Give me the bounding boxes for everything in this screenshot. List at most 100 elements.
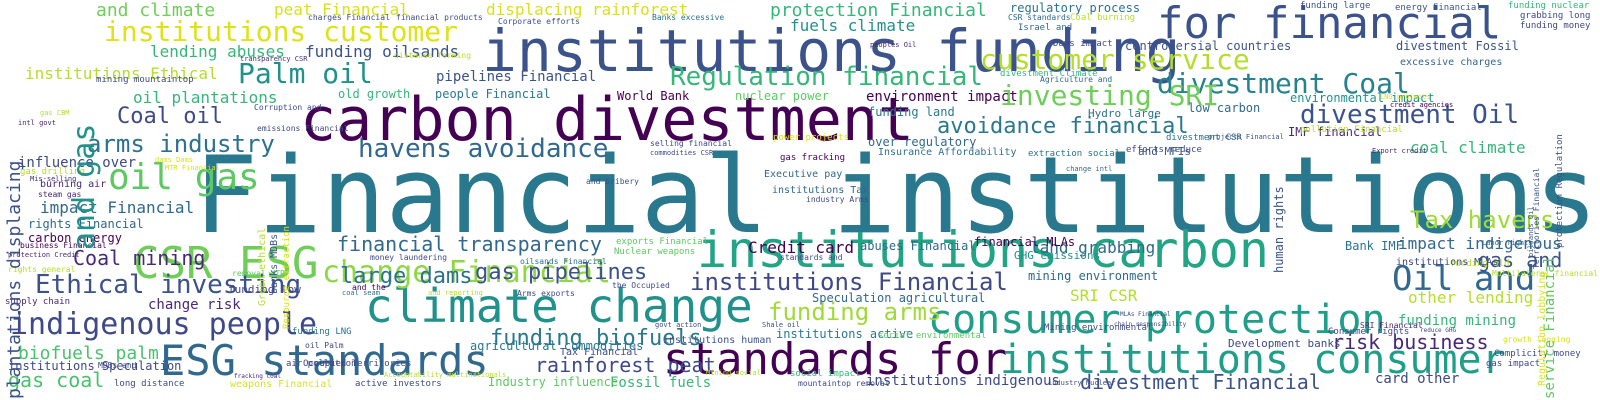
word-cloud-term: and climate [96,0,216,21]
word-cloud-term: gas and [1478,248,1563,272]
word-cloud-term: plantations displacing [4,160,25,399]
word-cloud-term: institutions Ethical [25,64,218,83]
word-cloud-term: funding large [1300,1,1371,11]
word-cloud-term: money laundering [370,253,448,262]
word-cloud-term: Complicity money [1494,349,1581,359]
word-cloud-term: the Occupied [612,281,670,290]
word-cloud-term: Fossil fuels [610,375,712,391]
word-cloud-term: indigenous people [10,307,318,342]
word-cloud-term: Oil and [1392,259,1536,299]
word-cloud-term: ESG standards [160,336,489,385]
word-cloud-term: abuses Financial [860,239,976,253]
word-cloud-term: mining environment [1028,269,1159,283]
word-cloud-term: and MFIs [1138,145,1191,158]
word-cloud-term: customer service [980,43,1250,76]
word-cloud-term: over regulatory [868,135,977,149]
word-cloud-term: Resource extraction [282,226,292,329]
word-cloud-term: and gas [67,124,102,251]
word-cloud-term: Credit card [748,238,854,257]
word-cloud-term: Corporate efforts [498,17,580,26]
word-cloud-term: avoidance financial [937,114,1189,139]
word-cloud-term: power projects [773,133,849,143]
word-cloud-term: rainforest peat [535,353,716,377]
word-cloud-term: impact Financial [40,198,195,217]
word-cloud-term: Accountability multinationals [384,371,507,379]
word-cloud-term: and the [352,283,386,292]
word-cloud-term: supply chain [5,297,71,307]
word-cloud-term: funding old [1450,259,1510,269]
word-cloud-term: gas pipelines [475,260,648,285]
word-cloud-term: GHG emissions [1014,249,1101,262]
word-cloud-term: Consumer rights [1328,327,1410,337]
word-cloud-term: funding nuclear [1508,1,1590,11]
word-cloud-term: human rights [1272,186,1286,273]
word-cloud-term: for financial [1157,0,1502,49]
word-cloud-term: change intl [1066,165,1113,173]
word-cloud-term: divestment Fossil [1396,39,1519,53]
word-cloud-term: consumer protection [928,297,1386,343]
word-cloud-term: rights Financial [28,217,144,231]
word-cloud-term: extraction social [1028,149,1121,159]
word-cloud-term: oil gas [108,157,260,198]
word-cloud-term: institutions Tax [772,185,869,196]
word-cloud-term: intl govt [18,119,56,127]
word-cloud-term: climate change [365,279,753,333]
word-cloud-term: Hydro large [1088,107,1161,120]
word-cloud-term: Occupied Territories [303,359,412,369]
word-cloud-term: divestment Oil [1300,100,1520,130]
word-cloud-term: funding biofuels [490,326,702,351]
word-cloud-term: Labor rights [1482,239,1533,247]
word-cloud-term: Export credit [1372,147,1427,155]
word-cloud-term: MLAs Financial [1120,311,1171,318]
word-cloud-term: energy Financial [1395,3,1482,13]
word-cloud-term: old growth [338,87,411,101]
word-cloud-term: Bank IMF [1345,239,1403,253]
word-cloud-term: controversial countries [1125,39,1292,53]
word-cloud-term: grabbing long [1520,11,1591,21]
word-cloud-term: air pollution [286,359,357,369]
word-cloud-term: social impact [790,369,861,379]
word-cloud-term: emissions Financial [257,124,349,133]
word-cloud-term: arms industry [87,130,275,158]
word-cloud-term: Mining environmental [1044,323,1153,333]
word-cloud-term: displacing rainforest [486,0,689,19]
word-cloud-term: Corruption and [254,103,322,112]
word-cloud-term: dams Dams [155,156,193,164]
word-cloud-term: impact indigenous [1398,234,1562,253]
word-cloud-term: Ethical investing [35,270,302,300]
word-cloud-term: Agriculture and [1040,75,1113,84]
word-cloud-term: projects Financial [1208,133,1284,141]
word-cloud-term: Coal oil [117,104,223,129]
word-cloud-term: divestment CSR [1166,133,1242,143]
word-cloud-term: mountaintop removal [798,379,890,388]
word-cloud-term: divestment Coal [1157,67,1410,100]
word-cloud-term: Mis-selling [30,175,77,183]
word-cloud-term: funding money [1520,21,1591,31]
word-cloud-term: pollution Financial [1300,125,1403,135]
word-cloud-term: Green ethical [257,228,268,307]
word-cloud-term: change Financial [322,255,611,290]
word-cloud-term: environmental impact [1290,91,1435,105]
word-cloud-term: oilsands Oil [1527,206,1535,257]
word-cloud-term: agricultural commodities [470,339,644,353]
word-cloud-term: havens avoidance [358,134,609,164]
word-cloud-term: Mining social [706,369,761,377]
word-cloud-term: financial transparency [337,232,602,256]
word-cloud-term: burning air [40,179,107,190]
word-cloud-term: Tax Financial [560,347,639,358]
word-cloud-term: Insurance Affordability [878,147,1017,158]
word-cloud-term: funding LNG [292,327,352,337]
word-cloud-term: institutions Speculation [8,359,182,373]
word-cloud-term: institutions customer [104,15,459,48]
word-cloud-term: Shale oil [762,321,800,329]
word-cloud-term: business Financial [20,241,107,250]
word-cloud-term: oil plantations [133,88,278,107]
word-cloud-term: investing SRI [1000,79,1220,112]
word-cloud-term: change risk [148,297,241,313]
word-cloud-term: exports Financial [616,237,709,247]
word-cloud-term: Development banks [1228,337,1341,350]
word-cloud-term: protection Financial [770,0,987,21]
word-cloud-term: biofuels palm [18,343,159,364]
word-cloud-term: financial products [396,13,483,22]
word-cloud-term: banks MDBs [269,234,280,295]
